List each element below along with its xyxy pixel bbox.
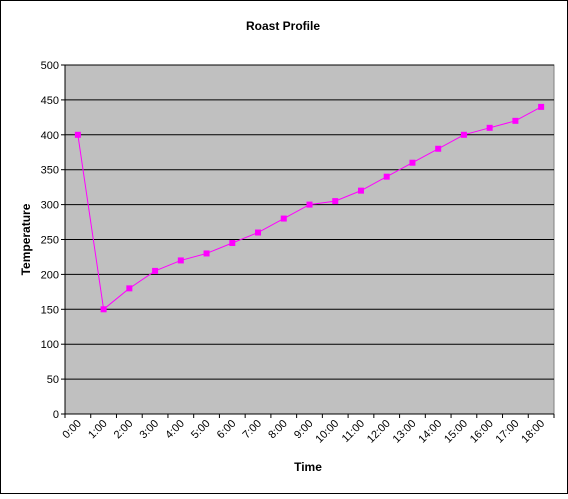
- data-point-7:00: [255, 229, 262, 236]
- data-point-4:00: [177, 257, 184, 264]
- y-tick-label: 250: [41, 235, 59, 247]
- data-point-9:00: [306, 201, 313, 208]
- data-point-3:00: [152, 267, 159, 274]
- y-axis-ticks: 0 50 100 150 200 250 300 350 400 450 500: [41, 60, 65, 421]
- y-tick-label: 300: [41, 200, 59, 212]
- y-axis-label: Temperature: [19, 203, 33, 275]
- chart-title: Roast Profile: [246, 19, 320, 33]
- y-tick-label: 0: [53, 409, 59, 421]
- data-point-15:00: [460, 131, 467, 138]
- x-axis-label: Time: [294, 460, 322, 474]
- series-temperature: [74, 103, 545, 313]
- data-point-0:00: [74, 131, 81, 138]
- data-point-13:00: [409, 159, 416, 166]
- y-tick-label: 500: [41, 60, 59, 72]
- y-tick-label: 450: [41, 95, 59, 107]
- y-tick-label: 350: [41, 165, 59, 177]
- data-point-5:00: [203, 250, 210, 257]
- data-point-1:00: [100, 306, 107, 313]
- data-point-6:00: [229, 239, 236, 246]
- y-tick-label: 50: [47, 374, 59, 386]
- data-point-2:00: [126, 285, 133, 292]
- data-point-14:00: [435, 145, 442, 152]
- data-point-12:00: [383, 173, 390, 180]
- y-tick-label: 200: [41, 269, 59, 281]
- y-tick-label: 400: [41, 130, 59, 142]
- data-point-17:00: [512, 117, 519, 124]
- y-tick-label: 100: [41, 339, 59, 351]
- data-point-10:00: [332, 198, 339, 205]
- data-point-18:00: [538, 103, 545, 110]
- y-tick-label: 150: [41, 304, 59, 316]
- data-point-16:00: [486, 124, 493, 131]
- gridlines: [64, 64, 554, 415]
- data-point-8:00: [280, 215, 287, 222]
- data-point-11:00: [357, 187, 364, 194]
